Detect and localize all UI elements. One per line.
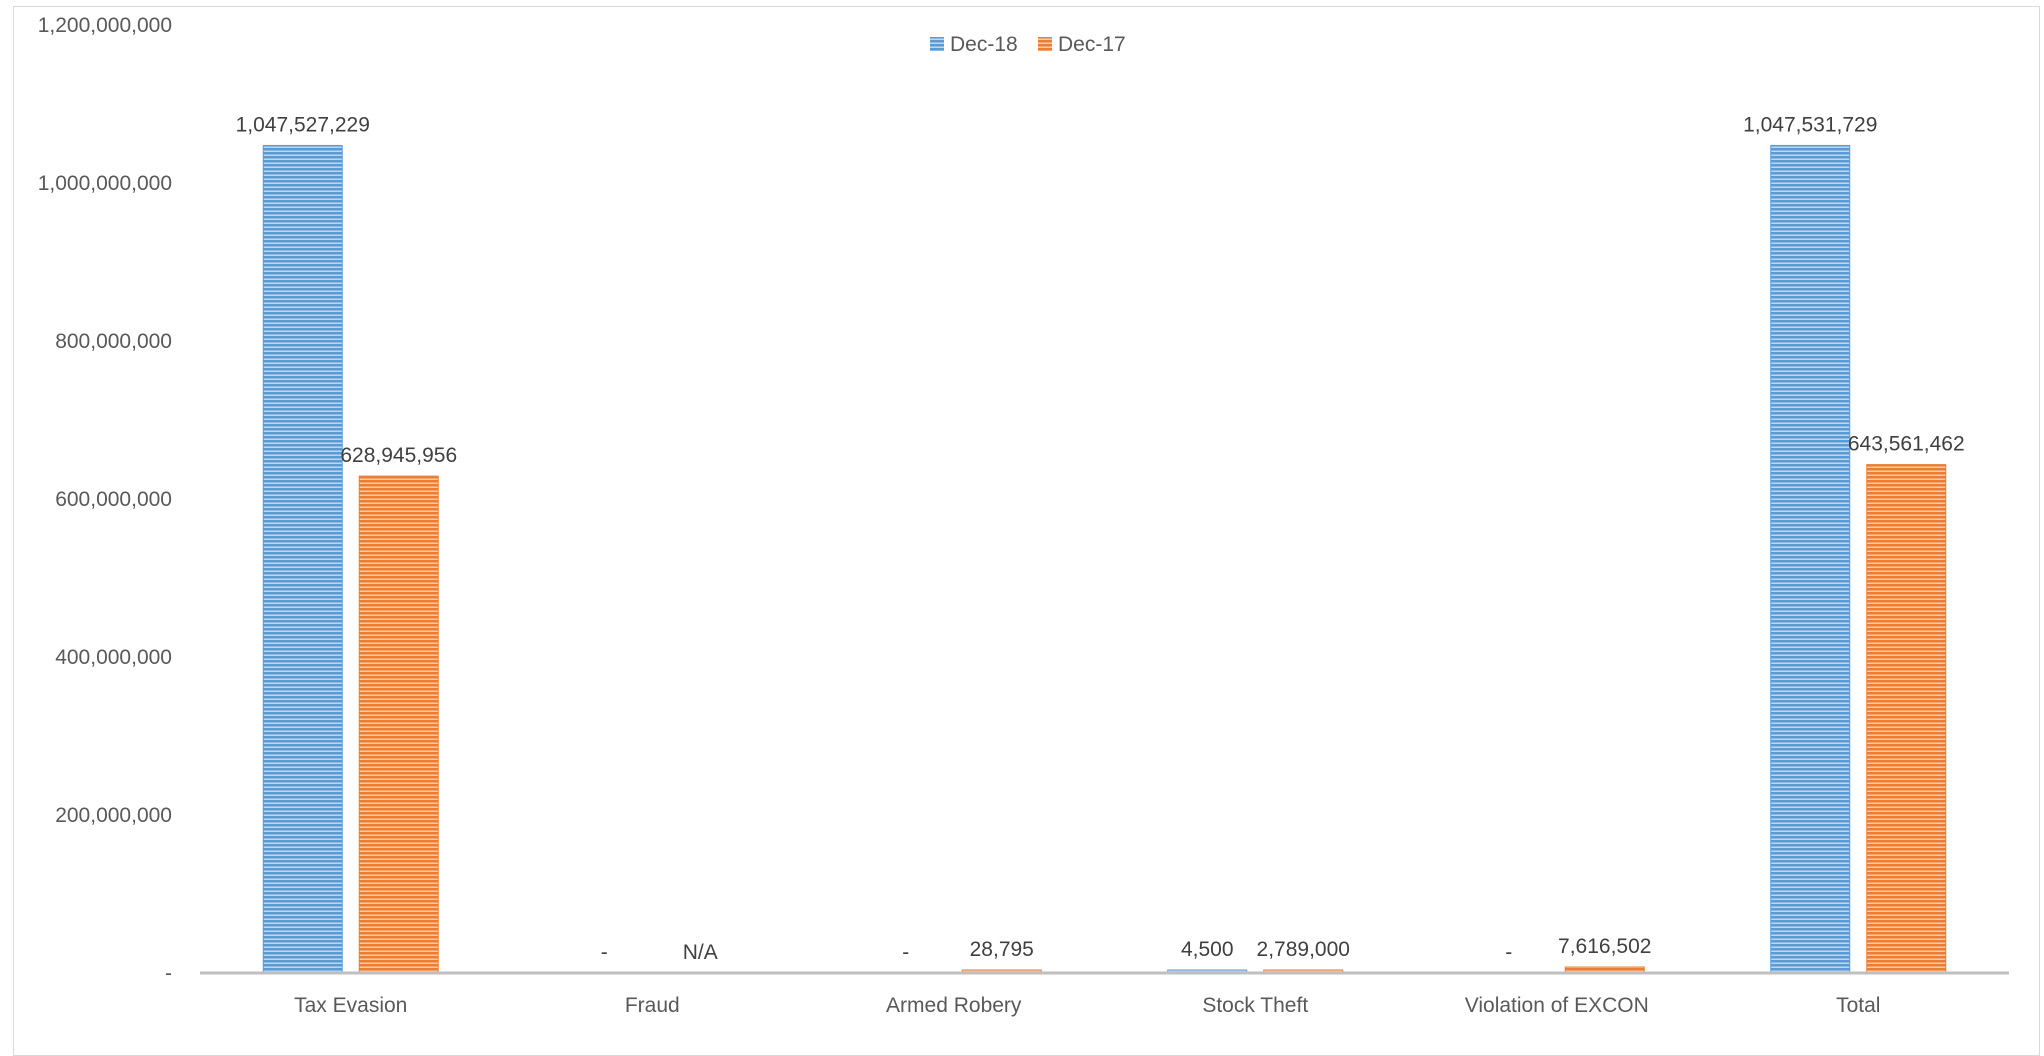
bars xyxy=(262,144,1947,974)
x-tick-label: Total xyxy=(1836,994,1880,1017)
data-label: 28,795 xyxy=(970,938,1034,961)
bar-dec-18-total xyxy=(1770,144,1851,974)
data-label: - xyxy=(1505,941,1512,964)
chart-frame xyxy=(13,6,2040,1056)
data-label: 628,945,956 xyxy=(340,444,457,467)
bar-dec-18-tax-evasion xyxy=(262,144,343,974)
y-tick-label: 600,000,000 xyxy=(55,488,172,511)
legend: Dec-18 Dec-17 xyxy=(930,33,1126,56)
bar-dec-17-total xyxy=(1866,464,1947,974)
legend-label: Dec-17 xyxy=(1058,33,1126,56)
x-tick-label: Fraud xyxy=(625,994,680,1017)
data-label: N/A xyxy=(683,941,718,964)
data-label: 2,789,000 xyxy=(1257,938,1350,961)
x-tick-label: Armed Robery xyxy=(886,994,1022,1017)
y-tick-label: 400,000,000 xyxy=(55,646,172,669)
y-tick-label: - xyxy=(165,962,172,985)
y-axis: - 200,000,000 400,000,000 600,000,000 800,00… xyxy=(38,14,172,985)
y-tick-label: 800,000,000 xyxy=(55,330,172,353)
data-label: 4,500 xyxy=(1181,938,1234,961)
x-tick-label: Stock Theft xyxy=(1202,994,1308,1017)
bar-dec-17-tax-evasion xyxy=(358,475,439,974)
y-tick-label: 1,200,000,000 xyxy=(38,14,172,37)
data-labels: 1,047,527,229 628,945,956 - N/A - 28,795 4,500… xyxy=(236,113,1965,964)
y-tick-label: 1,000,000,000 xyxy=(38,172,172,195)
data-label: 1,047,531,729 xyxy=(1743,113,1877,136)
data-label: 643,561,462 xyxy=(1848,433,1965,456)
y-tick-label: 200,000,000 xyxy=(55,804,172,827)
x-tick-label: Violation of EXCON xyxy=(1465,994,1649,1017)
data-label: 7,616,502 xyxy=(1558,935,1651,958)
x-tick-label: Tax Evasion xyxy=(294,994,407,1017)
data-label: 1,047,527,229 xyxy=(236,113,370,136)
x-axis: Tax Evasion Fraud Armed Robery Stock Theft V… xyxy=(294,994,1880,1017)
legend-label: Dec-18 xyxy=(950,33,1018,56)
legend-swatch xyxy=(1038,37,1052,51)
legend-swatch xyxy=(930,37,944,51)
data-label: - xyxy=(902,941,909,964)
data-label: - xyxy=(601,941,608,964)
